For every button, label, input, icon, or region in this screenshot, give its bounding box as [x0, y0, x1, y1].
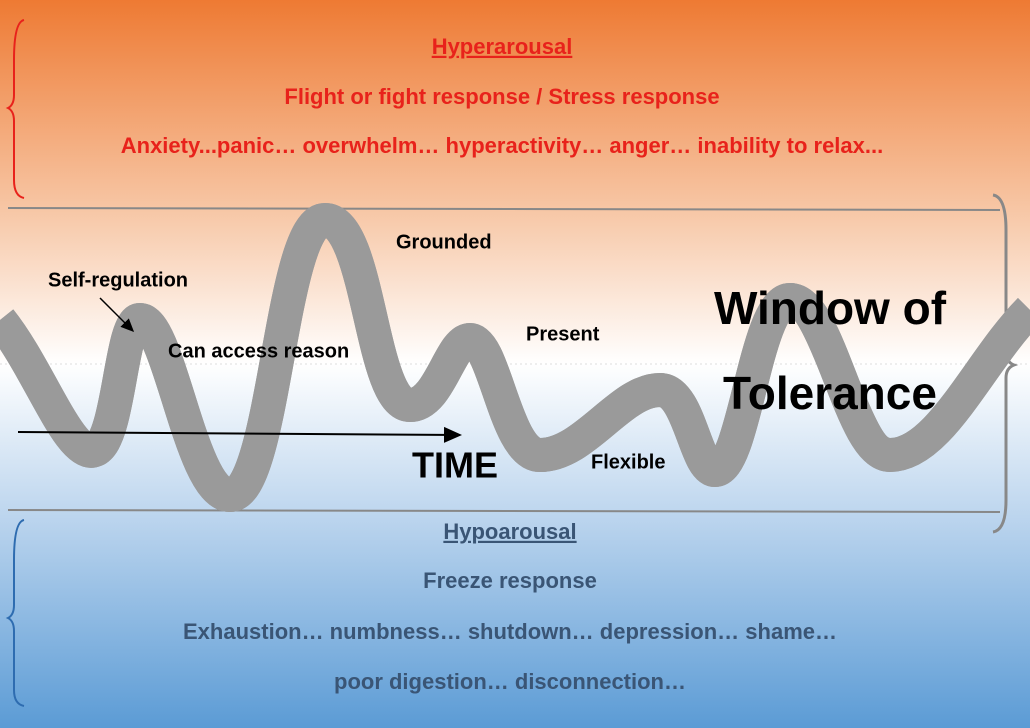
hypo-line: poor digestion… disconnection… — [334, 669, 686, 694]
hyper-line: Flight or fight response / Stress respon… — [284, 84, 719, 109]
hypo-line: Freeze response — [423, 568, 597, 593]
lower-boundary — [7, 509, 1001, 513]
hypo-line: Exhaustion… numbness… shutdown… depressi… — [183, 619, 837, 644]
hyper-line: Anxiety...panic… overwhelm… hyperactivit… — [121, 133, 883, 158]
hypo-title: Hypoarousal — [443, 519, 576, 544]
window-brace — [992, 193, 1019, 534]
time-label: TIME — [412, 445, 498, 486]
upper-boundary — [7, 207, 1001, 211]
hypo-brace — [5, 519, 25, 707]
label: Flexible — [591, 451, 665, 473]
label: Present — [526, 323, 600, 345]
wave — [0, 202, 1030, 513]
label: Self-regulation — [48, 269, 188, 291]
window-title: Window of — [714, 282, 947, 334]
window-title: Tolerance — [723, 367, 937, 419]
label: Can access reason — [168, 340, 349, 362]
label: Grounded — [396, 231, 492, 253]
hyper-brace — [5, 19, 25, 199]
pointer-arrow — [99, 297, 135, 333]
time-arrow — [17, 426, 462, 443]
hyper-title: Hyperarousal — [432, 34, 573, 59]
